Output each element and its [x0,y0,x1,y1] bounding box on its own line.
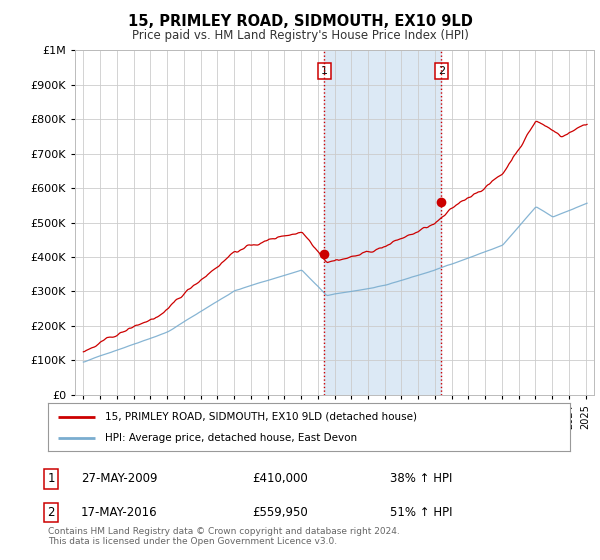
Text: 15, PRIMLEY ROAD, SIDMOUTH, EX10 9LD (detached house): 15, PRIMLEY ROAD, SIDMOUTH, EX10 9LD (de… [106,412,418,422]
Text: HPI: Average price, detached house, East Devon: HPI: Average price, detached house, East… [106,433,358,444]
Text: 2: 2 [47,506,55,519]
Text: 1: 1 [320,66,328,76]
Text: 17-MAY-2016: 17-MAY-2016 [81,506,158,519]
Text: Contains HM Land Registry data © Crown copyright and database right 2024.
This d: Contains HM Land Registry data © Crown c… [48,526,400,546]
Text: 27-MAY-2009: 27-MAY-2009 [81,472,157,486]
Text: 2: 2 [438,66,445,76]
Text: Price paid vs. HM Land Registry's House Price Index (HPI): Price paid vs. HM Land Registry's House … [131,29,469,42]
Text: £559,950: £559,950 [252,506,308,519]
Bar [324,50,442,395]
Text: 38% ↑ HPI: 38% ↑ HPI [390,472,452,486]
Text: £410,000: £410,000 [252,472,308,486]
Text: 1: 1 [47,472,55,486]
Text: 51% ↑ HPI: 51% ↑ HPI [390,506,452,519]
Text: 15, PRIMLEY ROAD, SIDMOUTH, EX10 9LD: 15, PRIMLEY ROAD, SIDMOUTH, EX10 9LD [128,14,472,29]
